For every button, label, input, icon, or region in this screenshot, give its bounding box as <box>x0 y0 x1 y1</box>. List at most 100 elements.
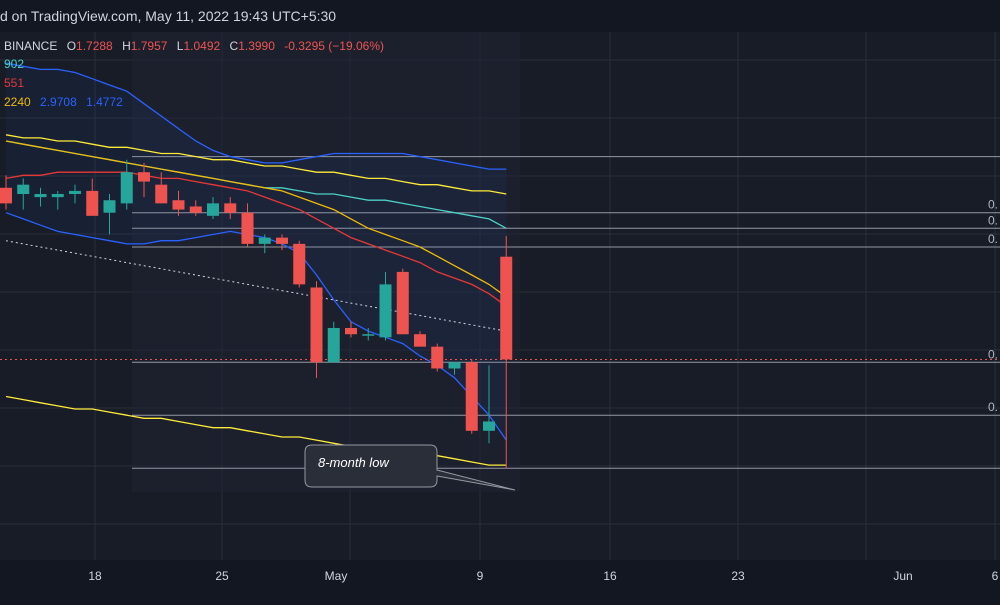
legend-open: 1.7288 <box>76 39 113 53</box>
chart-canvas[interactable]: 0.0.0.0.0. BINANCE O1.7288 H1.7957 L1.04… <box>0 32 1000 560</box>
candle-body <box>172 200 185 210</box>
candle-body <box>465 362 478 431</box>
candle-body <box>17 184 30 195</box>
legend-ohlc-row: BINANCE O1.7288 H1.7957 L1.0492 C1.3990 … <box>4 39 384 53</box>
candle[interactable] <box>189 200 202 216</box>
candle[interactable] <box>155 172 168 204</box>
bollinger-upper-line <box>5 62 507 170</box>
fib-labels: 0.0.0.0.0. <box>988 198 998 415</box>
candle[interactable] <box>17 178 30 210</box>
top-bar: d on TradingView.com, May 11, 2022 19:43… <box>0 0 1000 32</box>
candle[interactable] <box>120 159 133 210</box>
legend-ema-short: 902 <box>4 57 24 71</box>
candle-body <box>396 271 409 335</box>
candle-body <box>69 190 81 195</box>
fib-label: 0. <box>988 400 998 414</box>
legend-exchange: BINANCE <box>4 39 57 53</box>
ema-long-line <box>5 140 507 298</box>
legend-open-label: O <box>67 39 76 53</box>
legend-close-label: C <box>230 39 239 53</box>
candle[interactable] <box>258 234 271 254</box>
candle[interactable] <box>310 281 323 378</box>
candle-body <box>345 327 357 335</box>
x-tick-label: 9 <box>477 569 484 583</box>
candle-body <box>448 362 461 369</box>
candle-body <box>138 172 150 182</box>
x-tick-label: 6 <box>992 569 999 583</box>
candle[interactable] <box>327 321 340 363</box>
x-tick-label: 18 <box>88 569 102 583</box>
legend-bb-lower: 1.4772 <box>86 95 123 109</box>
legend-bollinger-row: 2240 2.9708 1.4772 <box>4 95 123 109</box>
fibonacci-levels <box>132 156 1000 469</box>
fib-label: 0. <box>988 213 998 227</box>
candle-body <box>258 237 271 244</box>
candle-body <box>103 200 116 213</box>
candle-body <box>293 243 306 285</box>
candle[interactable] <box>500 235 513 469</box>
candle[interactable] <box>396 268 409 335</box>
candle[interactable] <box>431 343 444 372</box>
candle-body <box>207 203 219 216</box>
x-tick-label: May <box>325 569 348 583</box>
candle[interactable] <box>207 197 219 219</box>
candle-body <box>189 206 202 213</box>
candle-body <box>379 284 392 338</box>
candle[interactable] <box>172 190 185 216</box>
fib-label: 0. <box>988 347 998 361</box>
legend: BINANCE O1.7288 H1.7957 L1.0492 C1.3990 … <box>4 39 384 109</box>
candle[interactable] <box>465 359 478 434</box>
tradingview-watermark: d on TradingView.com, May 11, 2022 19:43… <box>0 8 337 24</box>
candle[interactable] <box>69 184 81 204</box>
legend-low: 1.0492 <box>183 39 220 53</box>
candle-body <box>483 421 495 431</box>
time-axis-bar: 18 25 May 9 16 23 Jun 6 <box>0 560 1000 600</box>
candle[interactable] <box>86 178 99 216</box>
bollinger-band <box>5 62 507 441</box>
candle-body <box>414 334 426 347</box>
candle-body <box>120 172 133 204</box>
candle[interactable] <box>224 197 237 219</box>
annotation-bubble <box>304 444 516 491</box>
legend-ema-mid: 551 <box>4 76 24 90</box>
candle[interactable] <box>379 271 392 341</box>
candle-body <box>155 184 168 204</box>
ema-mid-line <box>5 171 507 307</box>
fib-label: 0. <box>988 232 998 246</box>
candle[interactable] <box>293 240 306 288</box>
bollinger-lower-line <box>5 212 507 441</box>
candle-body <box>51 194 64 198</box>
legend-change: -0.3295 (−19.06%) <box>284 39 384 53</box>
legend-low-label: L <box>177 39 184 53</box>
x-tick-label: Jun <box>893 569 912 583</box>
candle[interactable] <box>448 362 461 375</box>
candlesticks[interactable] <box>0 159 513 469</box>
candle-body <box>241 212 254 244</box>
candle[interactable] <box>51 190 64 210</box>
candle[interactable] <box>276 234 288 251</box>
legend-high: 1.7957 <box>131 39 168 53</box>
candle[interactable] <box>241 203 254 247</box>
candle-body <box>362 334 375 336</box>
legend-high-label: H <box>122 39 131 53</box>
legend-bb-upper: 2.9708 <box>40 95 77 109</box>
candle-body <box>276 237 288 244</box>
price-chart[interactable]: 0. 0. 0. 0. 0. BINANCE O1.7288 H1.7957 L1.04… <box>0 32 1000 560</box>
candle[interactable] <box>0 175 12 210</box>
bollinger-fill <box>6 63 507 441</box>
candle[interactable] <box>103 194 116 235</box>
candle-body <box>34 194 47 198</box>
candle-body <box>0 187 12 204</box>
candle[interactable] <box>414 331 426 347</box>
candle-body <box>500 256 513 360</box>
candle-body <box>224 203 237 213</box>
candle-body <box>86 190 99 216</box>
candle[interactable] <box>345 321 357 338</box>
annotation-callout[interactable]: 8-month low <box>304 444 516 491</box>
x-tick-label: 16 <box>603 569 617 583</box>
candle[interactable] <box>483 365 495 444</box>
candle[interactable] <box>138 162 150 198</box>
candle[interactable] <box>362 327 375 341</box>
candle[interactable] <box>34 187 47 207</box>
legend-close: 1.3990 <box>238 39 275 53</box>
